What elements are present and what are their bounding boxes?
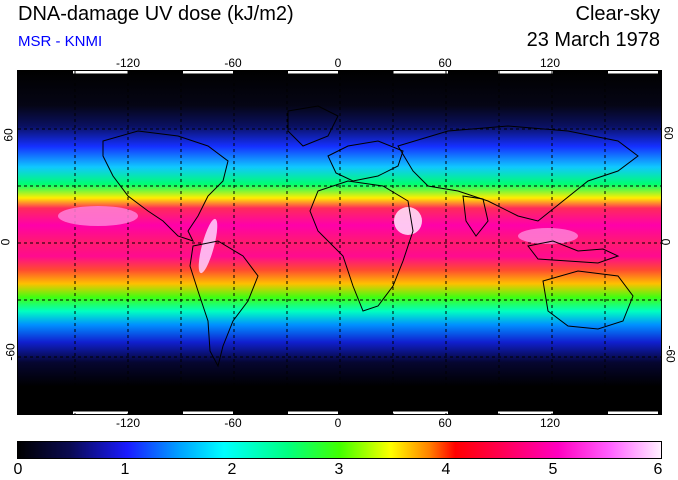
lon-tick-top: -60 (224, 56, 242, 70)
lon-tick-top: 60 (438, 56, 452, 70)
lon-tick-bottom: 120 (539, 416, 561, 430)
colorbar-label: 1 (120, 461, 130, 478)
colorbar-label: 2 (227, 461, 237, 478)
colorbar-label: 4 (441, 461, 451, 478)
colorbar-label: 0 (13, 461, 23, 478)
lon-tick-bottom: -120 (115, 416, 141, 430)
lon-tick-top: 120 (539, 56, 561, 70)
lat-tick-left: 0 (0, 239, 12, 246)
colorbar-label: 3 (334, 461, 344, 478)
sky-condition-label: Clear-sky (575, 3, 660, 25)
date-label: 23 March 1978 (526, 29, 660, 51)
lat-tick-right: 60 (661, 126, 676, 140)
lat-tick-left: 60 (1, 128, 16, 142)
coastlines (18, 105, 661, 397)
uv-hotspots (58, 206, 578, 274)
map-overlay (18, 71, 661, 414)
chart-subtitle: MSR - KNMI (18, 33, 103, 50)
lon-tick-bottom: -60 (224, 416, 242, 430)
lon-tick-top: 0 (334, 56, 342, 70)
chart-title: DNA-damage UV dose (kJ/m2) (18, 3, 294, 25)
lat-tick-right: -60 (663, 345, 678, 363)
lon-tick-bottom: 60 (438, 416, 452, 430)
colorbar-label: 6 (653, 461, 663, 478)
colorbar-label: 5 (548, 461, 558, 478)
lat-tick-left: -60 (3, 343, 18, 361)
uv-dose-map (17, 70, 662, 415)
color-scale-bar (17, 441, 662, 459)
frame-ticks (73, 71, 658, 414)
lon-tick-top: -120 (115, 56, 141, 70)
lon-tick-bottom: 0 (334, 416, 342, 430)
